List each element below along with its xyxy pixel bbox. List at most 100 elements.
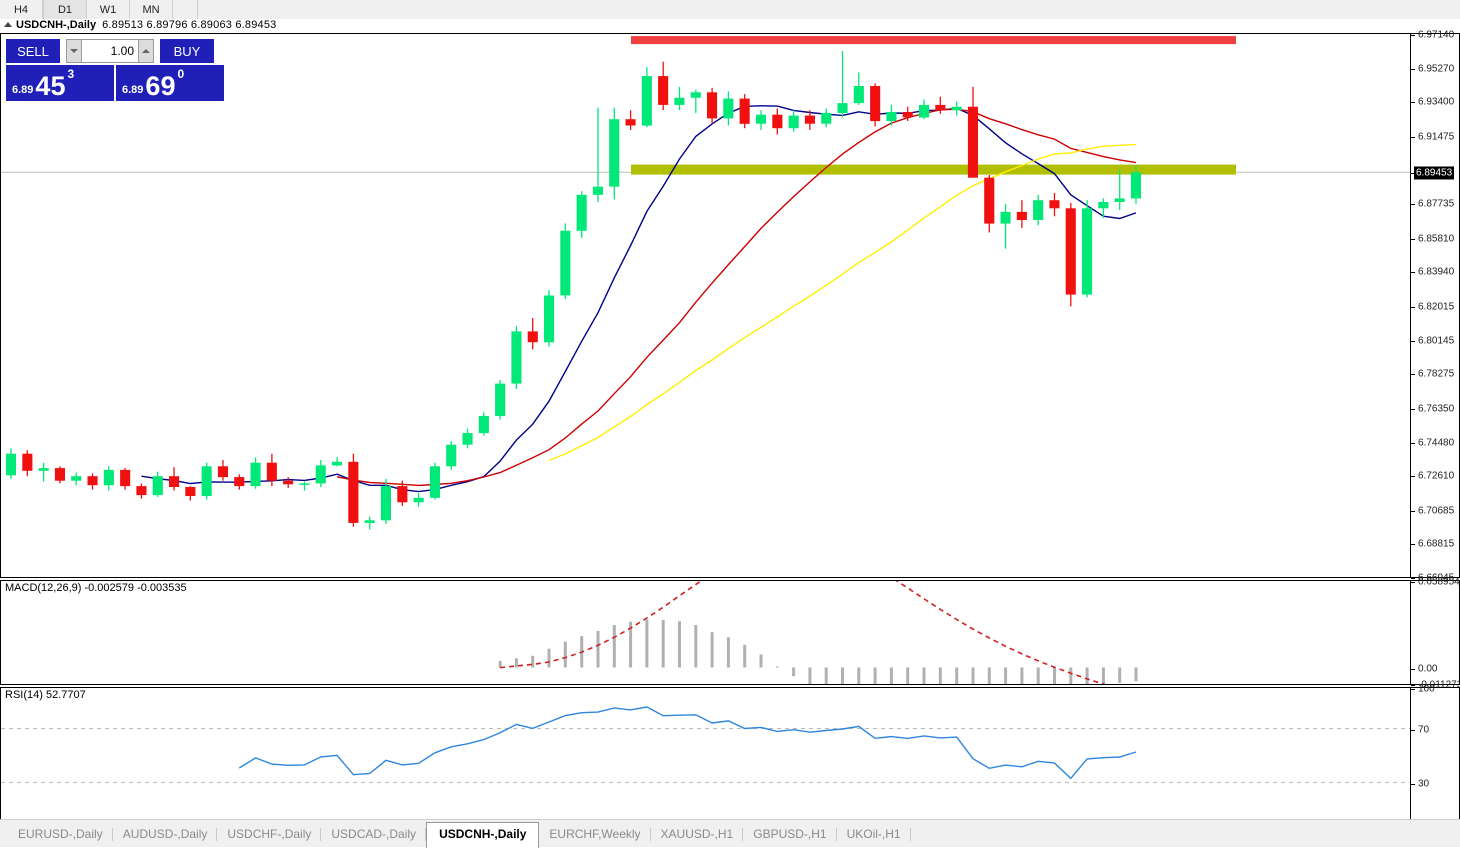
axis-tick	[1411, 510, 1415, 512]
price-axis-label: 6.66945	[1418, 572, 1455, 584]
candle	[641, 67, 652, 128]
candle-body	[5, 453, 17, 476]
triangle-up-icon[interactable]	[4, 21, 12, 27]
price-axis-label: 6.97140	[1418, 29, 1455, 41]
price-axis-label: 6.85810	[1418, 233, 1455, 245]
candle	[169, 467, 180, 491]
timeframe-tab-h4[interactable]: H4	[0, 0, 43, 19]
candle	[658, 61, 669, 111]
candle-body	[348, 461, 359, 523]
candle-body	[1033, 200, 1044, 220]
candle-body	[755, 114, 766, 124]
candle	[935, 96, 946, 114]
candle-body	[511, 331, 522, 384]
rsi-pane[interactable]: RSI(14) 52.7707	[0, 687, 1411, 824]
chart-tab-usdcaddaily[interactable]: USDCAD-,Daily	[321, 823, 427, 847]
volume-decrease-button[interactable]	[66, 39, 82, 63]
timeframe-tab-mn[interactable]: MN	[130, 0, 173, 19]
tab-divider	[742, 828, 744, 841]
candle	[348, 453, 359, 527]
candle-body	[136, 486, 147, 496]
candle-body	[299, 483, 310, 485]
one-click-trading-panel[interactable]: SELL 1.00 BUY 6.89 45 3 6.89 69 0	[6, 39, 224, 127]
axis-tick	[1411, 582, 1415, 583]
candle	[54, 466, 65, 484]
rsi-axis-label: 100	[1418, 683, 1435, 695]
candle-body	[152, 476, 163, 496]
candle-body	[919, 104, 930, 118]
candle	[38, 462, 49, 482]
ask-pips: 69	[145, 71, 176, 101]
candle	[1033, 194, 1044, 226]
macd-axis-label: -0.011273	[1418, 679, 1460, 691]
candle-body	[527, 331, 538, 343]
candle	[299, 481, 310, 491]
volume-input[interactable]: 1.00	[82, 39, 138, 63]
macd-axis[interactable]: 0.058954 0.00 -0.011273	[1411, 577, 1460, 691]
timeframe-toolbar: H4 D1 W1 MN	[0, 0, 1460, 20]
macd-axis-label: 0.00	[1418, 663, 1438, 674]
axis-tick	[1411, 102, 1415, 104]
resistance-zone[interactable]	[631, 36, 1236, 45]
timeframe-tab-w1[interactable]: W1	[87, 0, 130, 19]
candle-body	[1114, 198, 1125, 202]
chart-tab-eurusddaily[interactable]: EURUSD-,Daily	[8, 823, 113, 847]
sell-button[interactable]: SELL	[6, 39, 60, 63]
candle-body	[560, 230, 571, 296]
price-axis-label: 6.78275	[1418, 368, 1455, 380]
candle-body	[788, 115, 799, 129]
chart-tab-label: XAUUSD-,H1	[660, 827, 734, 841]
axis-tick	[1411, 729, 1415, 731]
candle-body	[902, 112, 913, 118]
candle-body	[38, 468, 49, 471]
rsi-plot[interactable]	[1, 688, 1410, 823]
candle-body	[625, 119, 636, 126]
candle-body	[723, 98, 734, 119]
candle-body	[315, 465, 326, 484]
timeframe-tab-d1[interactable]: D1	[43, 0, 87, 19]
macd-pane[interactable]: MACD(12,26,9) -0.002579 -0.003535	[0, 580, 1411, 685]
axis-tick	[1411, 578, 1415, 579]
candle	[984, 175, 995, 233]
chart-tab-usdcnhdaily[interactable]: USDCNH-,Daily	[426, 822, 540, 848]
tab-divider	[320, 828, 322, 841]
support-zone[interactable]	[631, 164, 1236, 175]
candle-body	[1049, 200, 1060, 209]
candle	[870, 83, 881, 127]
candle	[446, 441, 457, 470]
bid-fraction: 3	[67, 67, 75, 81]
chart-tab-label: EURCHF,Weekly	[549, 827, 641, 841]
bid-quote[interactable]: 6.89 45 3	[6, 65, 114, 101]
chart-tab-audusddaily[interactable]: AUDUSD-,Daily	[113, 823, 218, 847]
volume-increase-button[interactable]	[138, 39, 154, 63]
candle	[837, 50, 848, 118]
chart-tab-label: EURUSD-,Daily	[18, 827, 103, 841]
candle	[462, 428, 473, 449]
axis-tick	[1411, 204, 1415, 206]
candle-body	[478, 416, 489, 434]
candle-body	[397, 486, 408, 503]
rsi-axis[interactable]: 10070300	[1411, 683, 1460, 830]
price-pane[interactable]	[0, 33, 1411, 578]
candle	[576, 191, 587, 238]
candle	[332, 457, 343, 467]
price-plot[interactable]	[1, 34, 1410, 577]
price-axis-label: 6.72610	[1418, 470, 1455, 482]
candle-body	[266, 462, 277, 481]
ma-mid-line	[336, 108, 1137, 487]
candle-body	[71, 476, 82, 481]
axis-tick	[1411, 307, 1415, 308]
buy-button[interactable]: BUY	[160, 39, 214, 63]
price-axis-label: 6.95270	[1418, 63, 1455, 75]
price-axis-label: 6.93400	[1418, 96, 1455, 108]
chart-tab-eurchfweekly[interactable]: EURCHF,Weekly	[539, 823, 651, 847]
bid-pips: 45	[35, 71, 66, 101]
macd-plot[interactable]	[1, 581, 1410, 684]
chart-tab-xauusdh1[interactable]: XAUUSD-,H1	[651, 823, 744, 847]
price-axis[interactable]: 6.97140 6.95270 6.93400 6.91475 6.89453 6.877…	[1411, 29, 1460, 584]
chart-tab-ukoilh1[interactable]: UKOil-,H1	[837, 823, 911, 847]
ask-quote[interactable]: 6.89 69 0	[116, 65, 224, 101]
price-axis-label: 6.87735	[1418, 198, 1455, 210]
chart-tab-gbpusdh1[interactable]: GBPUSD-,H1	[743, 823, 837, 847]
chart-tab-usdchfdaily[interactable]: USDCHF-,Daily	[217, 823, 322, 847]
